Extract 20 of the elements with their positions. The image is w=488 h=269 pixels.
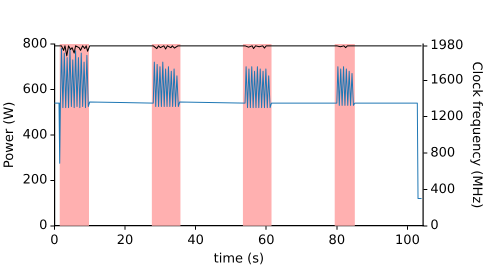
x-tick-label: 40 <box>187 232 204 248</box>
y-tick-label: 400 <box>22 127 48 142</box>
y2-tick-label: 1980 <box>430 38 464 54</box>
y2-tick-label: 400 <box>430 182 456 197</box>
x-axis-title: time (s) <box>214 252 264 267</box>
y-tick-label: 0 <box>39 218 48 234</box>
x-tick-label: 100 <box>395 232 420 248</box>
x-tick-label: 80 <box>328 232 346 248</box>
y2-axis-title: Clock frequency (MHz) <box>468 62 484 208</box>
y-axis-title: Power (W) <box>2 102 18 168</box>
y2-tick-label: 0 <box>430 218 439 234</box>
y-tick-label: 200 <box>22 172 48 188</box>
y2-tick-label: 800 <box>430 145 456 160</box>
y2-tick-label: 1600 <box>430 72 464 88</box>
y2-tick-label: 1200 <box>430 109 464 124</box>
y-tick-label: 800 <box>22 36 48 52</box>
x-tick-label: 0 <box>50 232 59 248</box>
y-tick-label: 600 <box>22 82 48 97</box>
x-tick-label: 60 <box>258 232 274 248</box>
x-tick-label: 20 <box>116 232 134 248</box>
